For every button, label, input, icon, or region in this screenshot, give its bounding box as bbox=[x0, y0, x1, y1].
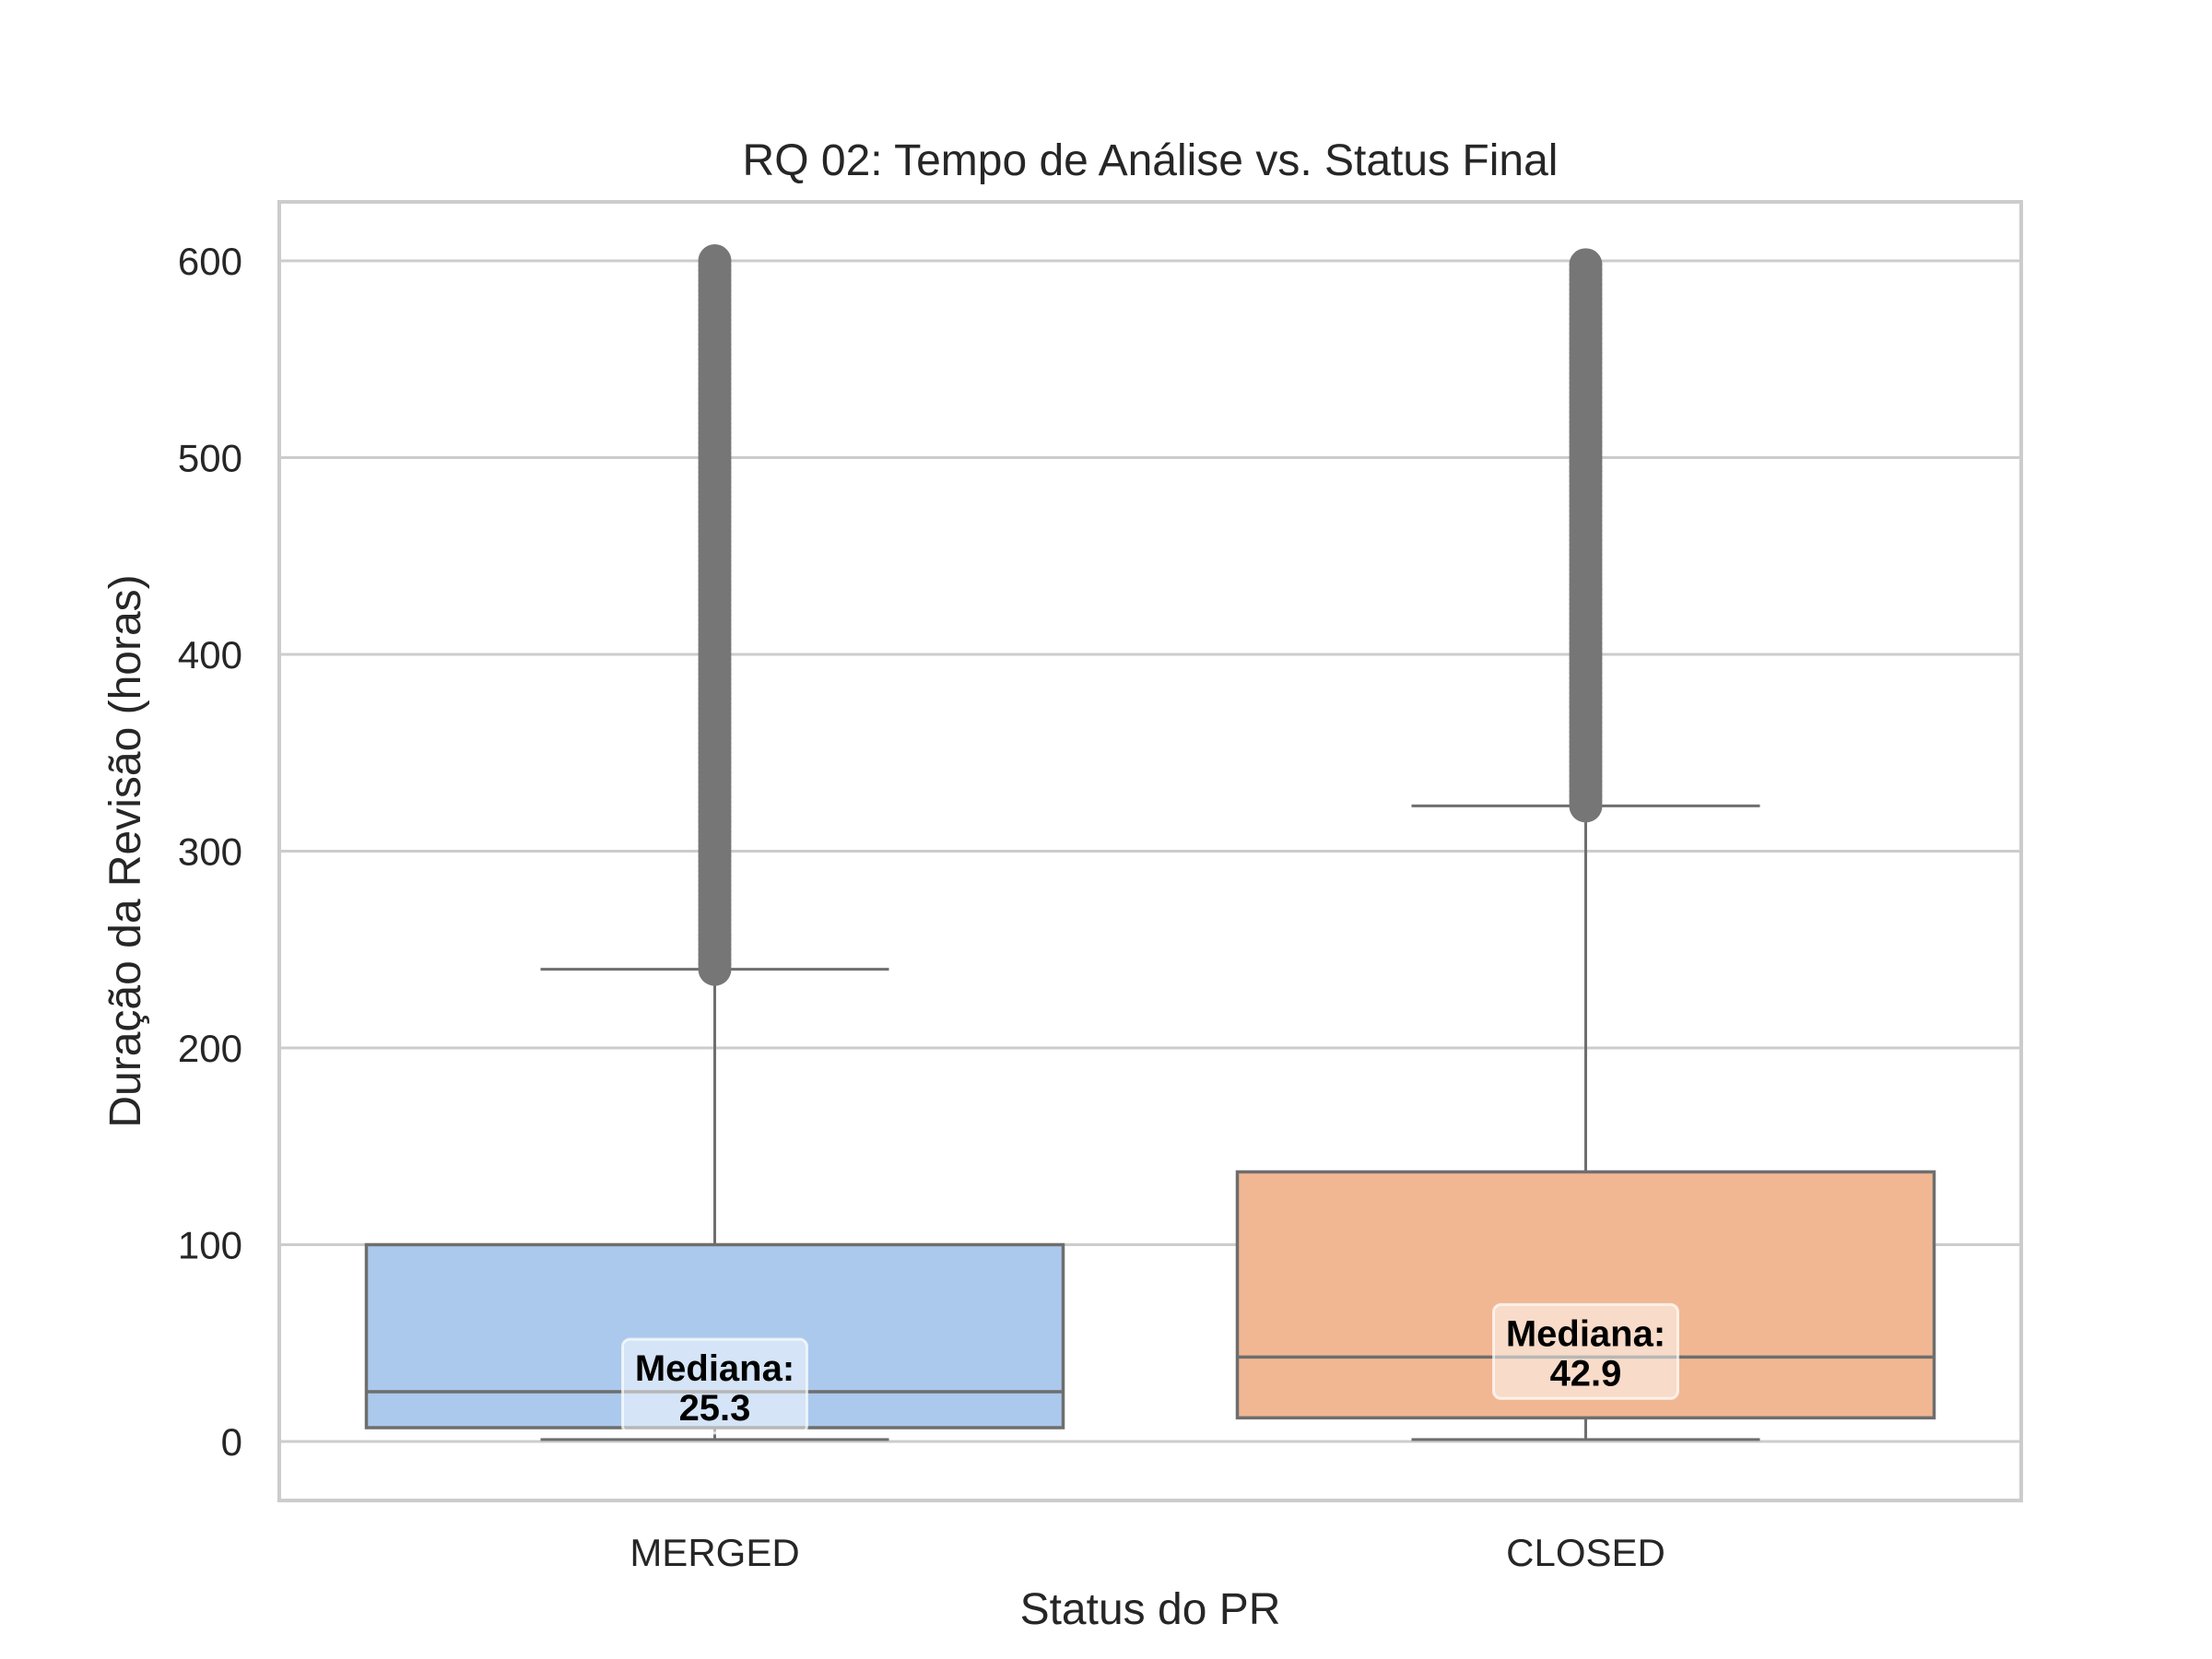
annotation-value: 42.9 bbox=[1550, 1353, 1622, 1394]
y-tick-label-0: 0 bbox=[221, 1420, 242, 1464]
y-tick-label-500: 500 bbox=[178, 437, 242, 480]
chart-title: RQ 02: Tempo de Análise vs. Status Final bbox=[743, 136, 1559, 185]
annotation-label: Mediana: bbox=[1506, 1313, 1665, 1354]
x-tick-label-merged: MERGED bbox=[629, 1531, 799, 1574]
boxes bbox=[364, 244, 1936, 1441]
outliers-closed bbox=[1569, 248, 1603, 823]
y-axis-label: Duração da Revisão (horas) bbox=[101, 574, 150, 1127]
box-merged bbox=[364, 244, 1065, 1441]
x-axis-label: Status do PR bbox=[1020, 1585, 1281, 1634]
x-tick-labels: MERGED CLOSED bbox=[629, 1531, 1665, 1574]
annotation-value: 25.3 bbox=[679, 1388, 751, 1429]
x-tick-label-closed: CLOSED bbox=[1506, 1531, 1665, 1574]
box-closed bbox=[1235, 248, 1936, 1441]
median-annotation-merged: Mediana:25.3 bbox=[621, 1337, 808, 1435]
plot-frame bbox=[277, 200, 2023, 1502]
outlier-point bbox=[1569, 248, 1603, 282]
y-tick-labels: 0 100 200 300 400 500 600 bbox=[178, 240, 242, 1464]
annotation-label: Mediana: bbox=[635, 1348, 794, 1389]
annotation-box bbox=[621, 1337, 808, 1435]
outliers-merged bbox=[698, 244, 732, 986]
y-tick-label-600: 600 bbox=[178, 240, 242, 283]
annotation-box bbox=[1492, 1302, 1679, 1400]
y-tick-label-400: 400 bbox=[178, 633, 242, 677]
y-tick-label-200: 200 bbox=[178, 1027, 242, 1070]
y-tick-label-100: 100 bbox=[178, 1223, 242, 1266]
y-tick-label-300: 300 bbox=[178, 830, 242, 874]
median-annotation-closed: Mediana:42.9 bbox=[1492, 1302, 1679, 1400]
outlier-point bbox=[698, 244, 732, 278]
